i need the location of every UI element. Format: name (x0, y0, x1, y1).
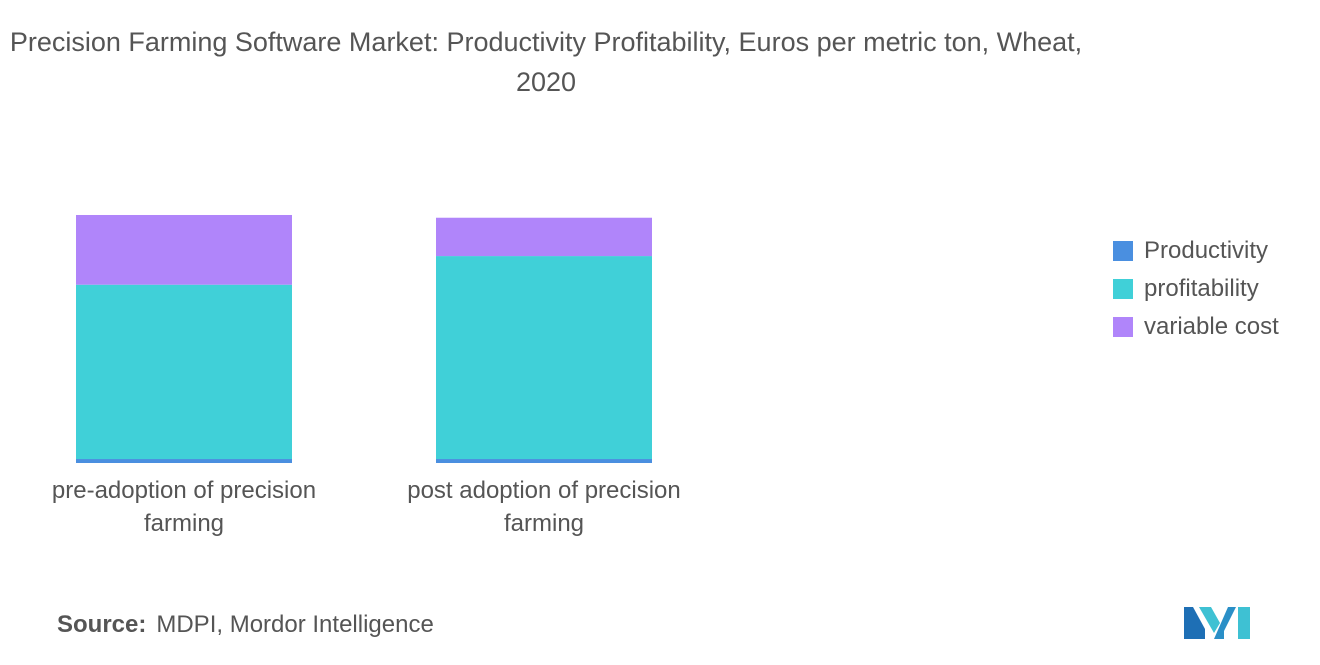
bar-variable-cost-pre-adoption (76, 214, 292, 285)
legend-label-productivity: Productivity (1144, 237, 1269, 264)
bar-productivity-pre-adoption (76, 459, 292, 463)
chart-title: Precision Farming Software Market: Produ… (9, 27, 1083, 97)
legend-swatch-productivity (1113, 241, 1133, 261)
bar-profitability-post-adoption (436, 256, 652, 460)
bar-group (76, 214, 652, 463)
source-text: MDPI, Mordor Intelligence (156, 611, 434, 638)
bar-profitability-pre-adoption (76, 284, 292, 460)
bar-variable-cost-post-adoption (436, 217, 652, 257)
legend-swatch-profitability (1113, 279, 1133, 299)
source-note: Source: MDPI, Mordor Intelligence (57, 611, 434, 639)
legend-label-profitability: profitability (1144, 275, 1259, 302)
source-prefix: Source: (57, 611, 147, 638)
legend-item-productivity: Productivity (1113, 232, 1279, 270)
legend-item-variable-cost: variable cost (1113, 308, 1279, 346)
legend-swatch-variable-cost (1113, 317, 1133, 337)
x-axis-labels: pre-adoption of precision farming post ado… (52, 477, 681, 537)
x-tick-label: post adoption of precision farming (407, 477, 681, 537)
bar-productivity-post-adoption (436, 459, 652, 463)
legend-label-variable-cost: variable cost (1144, 313, 1279, 340)
mordor-intelligence-logo (1184, 607, 1250, 639)
legend-item-profitability: profitability (1113, 270, 1279, 308)
x-tick-label: pre-adoption of precision farming (52, 477, 316, 537)
legend: Productivity profitability variable cost (1113, 232, 1279, 346)
